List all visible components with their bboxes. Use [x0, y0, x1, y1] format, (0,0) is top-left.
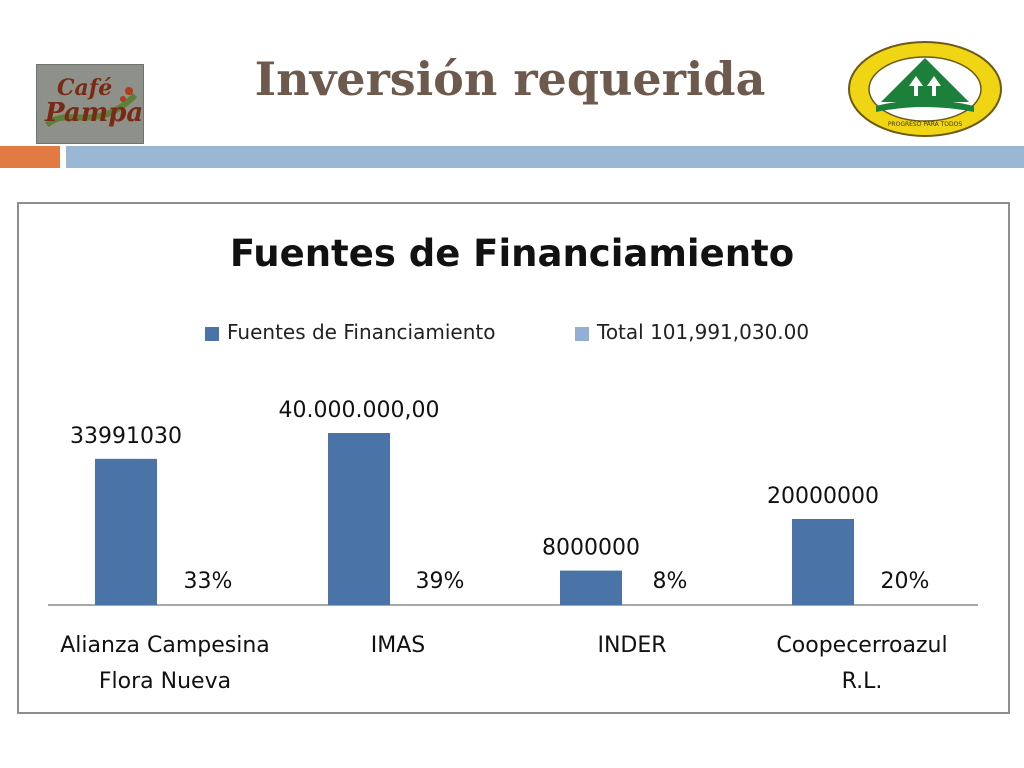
accent-bar-orange	[0, 146, 60, 168]
chart-title: Fuentes de Financiamiento	[229, 232, 795, 275]
category-label-4: Coopecerroazul R.L.	[776, 633, 948, 694]
percent-label-3: 8%	[653, 569, 688, 594]
percent-label-2: 39%	[416, 569, 465, 594]
percent-label-4: 20%	[881, 569, 930, 594]
category-label-2: IMAS	[370, 633, 426, 658]
bar-value-label-4: 20000000	[767, 484, 879, 509]
bar-value-label-3: 8000000	[542, 536, 640, 561]
bar-2	[328, 433, 390, 605]
bar-value-label-1: 33991030	[70, 424, 182, 449]
svg-text:Pampa: Pampa	[44, 98, 143, 128]
category-label-3: INDER	[597, 633, 667, 658]
bar-1	[95, 458, 157, 605]
chart-frame	[17, 202, 1010, 714]
legend-item-series-1: Fuentes de Financiamiento	[205, 320, 495, 344]
accent-bar-blue	[66, 146, 1024, 168]
category-label-1: Alianza Campesina Flora Nueva	[60, 633, 270, 694]
cooperative-seal-graphic: PROGRESO PARA TODOS	[848, 41, 1002, 137]
percent-label-1: 33%	[184, 569, 233, 594]
svg-text:PROGRESO PARA TODOS: PROGRESO PARA TODOS	[888, 121, 963, 128]
legend-label-series-2: Total 101,991,030.00	[597, 320, 810, 344]
legend-label-series-1: Fuentes de Financiamiento	[227, 320, 496, 344]
legend-swatch-series-2	[575, 326, 589, 341]
cafe-pampa-logo-graphic: Café Pampa	[37, 65, 143, 143]
cooperative-seal-logo: PROGRESO PARA TODOS	[846, 40, 1004, 138]
slide-title: Inversión requerida	[254, 52, 766, 106]
bar-3	[560, 570, 622, 605]
cafe-pampa-logo: Café Pampa	[36, 64, 144, 144]
legend-item-series-2: Total 101,991,030.00	[575, 320, 809, 344]
legend-swatch-series-1	[205, 326, 219, 341]
bar-4	[792, 519, 854, 605]
bar-value-label-2: 40.000.000,00	[279, 398, 440, 423]
svg-text:Café: Café	[57, 75, 112, 101]
